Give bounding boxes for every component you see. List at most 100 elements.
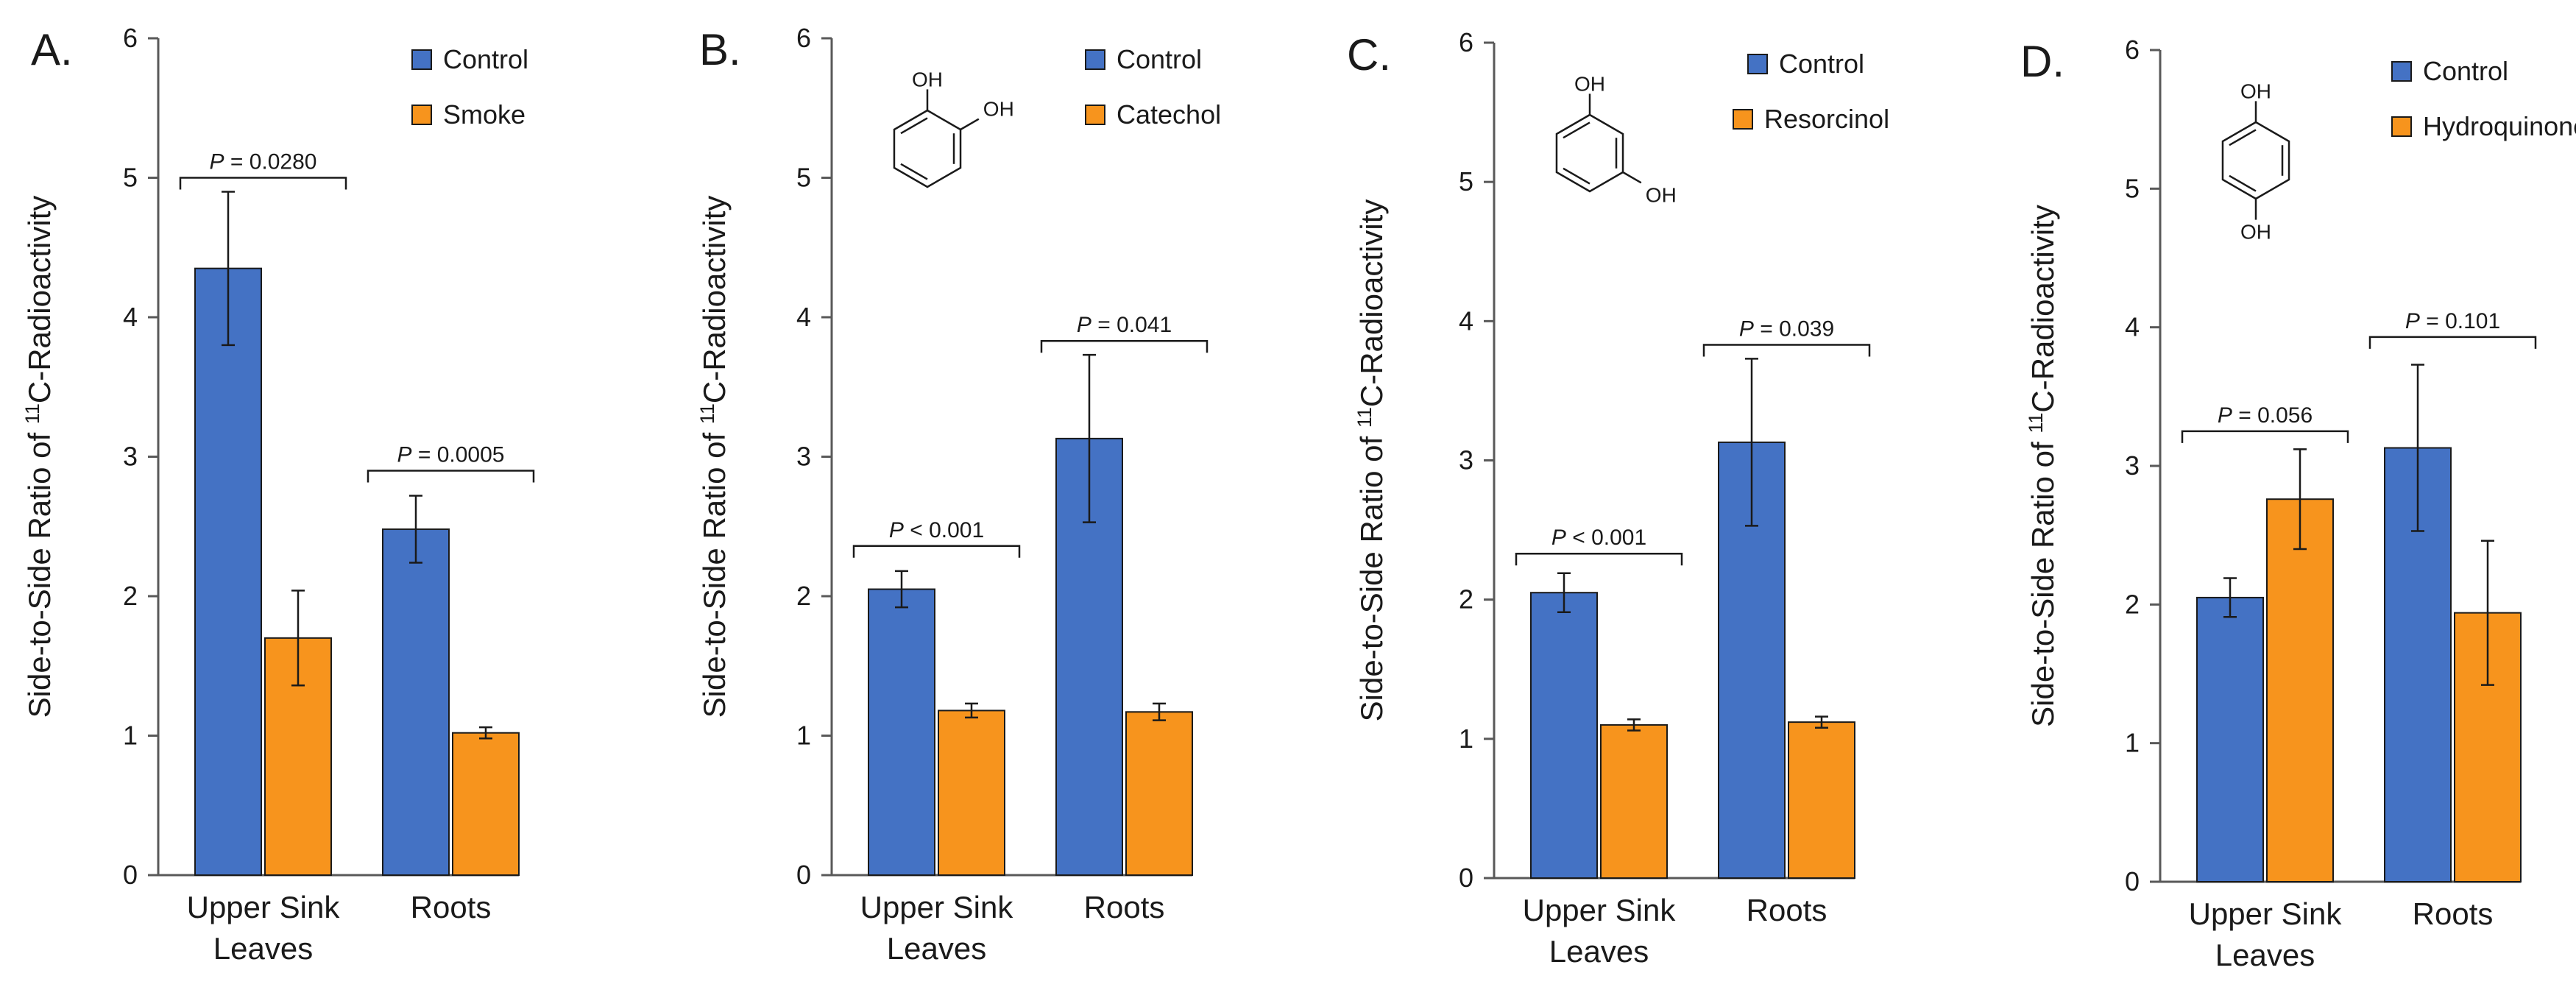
p-value-label: P = 0.056 bbox=[2218, 403, 2313, 428]
bar-control-roots bbox=[1055, 437, 1123, 876]
double-bond bbox=[1563, 121, 1590, 139]
category-label: Roots bbox=[411, 890, 492, 924]
bar-smoke-roots bbox=[452, 732, 520, 877]
legend-swatch-hydroquinone bbox=[2391, 116, 2412, 137]
p-value-text: = 0.101 bbox=[2420, 309, 2500, 333]
resorcinol-structure: OH OH bbox=[1555, 72, 1677, 206]
y-axis-label: Side-to-Side Ratio of 11C-Radioactivity bbox=[21, 196, 57, 718]
hydroxyl-label: OH bbox=[2240, 79, 2271, 102]
legend-label-resorcinol: Resorcinol bbox=[1764, 104, 1889, 134]
y-tick-label: 4 bbox=[1459, 305, 1473, 336]
substituent-bond bbox=[960, 118, 980, 131]
significance-bracket bbox=[2368, 336, 2537, 349]
p-value-symbol: P bbox=[2405, 309, 2420, 333]
p-value-symbol: P bbox=[397, 442, 412, 467]
hydroxyl-label: OH bbox=[1646, 183, 1677, 206]
hydroquinone-structure: OH OH bbox=[2221, 79, 2290, 244]
category-label: Leaves bbox=[213, 931, 313, 966]
bar-control-upper-sink-leaves bbox=[2196, 596, 2264, 883]
y-tick-label: 5 bbox=[796, 163, 811, 193]
significance-bracket bbox=[1702, 344, 1871, 357]
bar-resorcinol-upper-sink-leaves bbox=[1600, 724, 1668, 880]
p-value-symbol: P bbox=[210, 150, 224, 174]
y-tick-label: 0 bbox=[796, 860, 811, 890]
legend-swatch-catechol bbox=[1085, 105, 1105, 125]
y-tick-label: 6 bbox=[796, 23, 811, 53]
y-tick-label: 1 bbox=[1459, 724, 1473, 754]
hydroxyl-label: OH bbox=[1574, 72, 1605, 95]
y-tick-label: 2 bbox=[1459, 584, 1473, 615]
hydroxyl-label: OH bbox=[912, 68, 943, 91]
legend-swatch-control bbox=[1085, 49, 1105, 70]
p-value-label: P < 0.001 bbox=[889, 518, 984, 542]
panel-letter: B. bbox=[699, 25, 741, 74]
y-tick-label: 1 bbox=[123, 721, 138, 751]
p-value-label: P = 0.0280 bbox=[210, 150, 317, 174]
p-value-label: P < 0.001 bbox=[1551, 526, 1646, 550]
bar-resorcinol-roots bbox=[1788, 721, 1855, 880]
y-axis-label-suffix: C-Radioactivity bbox=[697, 196, 732, 403]
p-value-text: < 0.001 bbox=[1566, 526, 1646, 550]
y-axis-label-suffix: C-Radioactivity bbox=[22, 196, 57, 403]
y-axis-label-suffix: C-Radioactivity bbox=[2025, 205, 2060, 412]
category-label: Leaves bbox=[2215, 938, 2315, 972]
bar-hydroquinone-upper-sink-leaves bbox=[2266, 498, 2334, 882]
y-axis-label-prefix: Side-to-Side Ratio of bbox=[2025, 434, 2060, 727]
category-label: Roots bbox=[1747, 893, 1827, 927]
p-value-label: P = 0.039 bbox=[1739, 316, 1834, 341]
panel-b: B. 0 1 2 3 4 5 6 Side-to-Side Ratio of 11C-Radio… bbox=[696, 23, 1221, 966]
legend-swatch-control bbox=[411, 49, 432, 70]
legend-label-control: Control bbox=[2423, 56, 2508, 86]
category-label: Upper Sink bbox=[2189, 896, 2343, 931]
y-tick-label: 5 bbox=[1459, 166, 1473, 197]
substituent-bond bbox=[1622, 171, 1642, 184]
p-value-text: = 0.039 bbox=[1754, 316, 1834, 341]
benzene-ring bbox=[1555, 113, 1624, 193]
double-bond bbox=[2229, 174, 2257, 192]
y-axis-label-prefix: Side-to-Side Ratio of bbox=[697, 424, 732, 718]
y-axis-label-sup: 11 bbox=[21, 403, 43, 424]
panel-c: C. 0 1 2 3 4 5 6 Side-to-Side Ratio of 11C-Radio… bbox=[1347, 27, 1889, 969]
legend-swatch-control bbox=[2391, 61, 2412, 82]
legend-label-control: Control bbox=[1117, 44, 1202, 74]
y-tick-label: 0 bbox=[2125, 866, 2140, 896]
significance-bracket bbox=[2181, 430, 2349, 443]
y-tick-label: 6 bbox=[1459, 27, 1473, 57]
y-tick-label: 3 bbox=[796, 442, 811, 472]
category-label: Upper Sink bbox=[1523, 893, 1677, 927]
y-tick-label: 1 bbox=[796, 721, 811, 751]
significance-bracket bbox=[367, 470, 535, 483]
p-value-symbol: P bbox=[2218, 403, 2232, 428]
legend-swatch-control bbox=[1747, 54, 1768, 74]
bar-control-upper-sink-leaves bbox=[868, 588, 935, 877]
bar-catechol-roots bbox=[1125, 711, 1193, 876]
category-label: Upper Sink bbox=[860, 890, 1014, 924]
significance-bracket bbox=[179, 177, 347, 190]
category-label: Leaves bbox=[1549, 934, 1649, 969]
legend-label-smoke: Smoke bbox=[443, 99, 526, 130]
y-tick-label: 2 bbox=[123, 581, 138, 611]
p-value-label: P = 0.041 bbox=[1077, 313, 1172, 337]
double-bond bbox=[900, 163, 928, 180]
y-tick-label: 5 bbox=[123, 163, 138, 193]
legend-label-hydroquinone: Hydroquinone bbox=[2423, 111, 2576, 141]
category-label: Roots bbox=[1084, 890, 1165, 924]
y-tick-label: 6 bbox=[2125, 35, 2140, 65]
p-value-text: = 0.041 bbox=[1091, 313, 1172, 337]
panel-letter: A. bbox=[31, 25, 73, 74]
legend-label-catechol: Catechol bbox=[1117, 99, 1221, 130]
p-value-text: = 0.0005 bbox=[412, 442, 505, 467]
p-value-text: = 0.0280 bbox=[224, 150, 317, 174]
y-axis-label-sup: 11 bbox=[1354, 407, 1376, 428]
p-value-symbol: P bbox=[1551, 526, 1566, 550]
y-axis-label-prefix: Side-to-Side Ratio of bbox=[22, 424, 57, 718]
y-axis-label: Side-to-Side Ratio of 11C-Radioactivity bbox=[696, 196, 732, 718]
p-value-label: P = 0.101 bbox=[2405, 309, 2500, 333]
y-axis-label: Side-to-Side Ratio of 11C-Radioactivity bbox=[1354, 199, 1389, 722]
hydroxyl-label: OH bbox=[983, 98, 1014, 121]
y-tick-label: 3 bbox=[2125, 450, 2140, 481]
double-bond bbox=[1563, 167, 1590, 185]
legend-swatch-resorcinol bbox=[1733, 109, 1753, 130]
y-axis-label-prefix: Side-to-Side Ratio of bbox=[1354, 428, 1389, 721]
